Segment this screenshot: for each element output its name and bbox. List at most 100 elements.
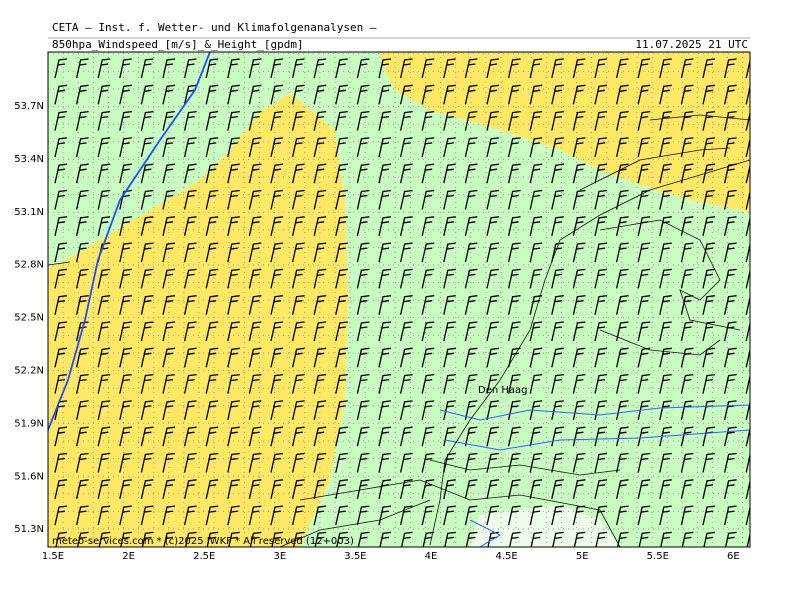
wind-barb [659,373,672,394]
wind-barb [119,110,132,131]
wind-barb [313,84,327,105]
lon-label: 2E [122,551,135,562]
wind-barb [680,110,694,131]
wind-barb [270,268,284,289]
wind-barb [486,137,500,158]
wind-barb [162,242,176,263]
wind-barb [464,268,478,289]
wind-barb [248,268,262,289]
wind-barb [507,84,521,105]
wind-barb [140,137,154,158]
wind-barb [183,242,197,263]
wind-barb [594,295,608,315]
wind-barb [594,479,608,499]
wind-barb [335,110,348,131]
wind-barb [464,479,478,499]
wind-barb [551,268,564,289]
wind-barb [119,216,132,236]
wind-barb [464,84,478,105]
wind-barb [572,84,586,105]
wind-barb [464,505,478,526]
wind-barb [486,216,500,236]
wind-barb [291,84,305,105]
wind-barb [723,373,737,394]
wind-barb [248,84,262,105]
wind-barb [75,347,89,368]
wind-barb [399,242,413,263]
wind-barb [551,84,564,105]
wind-barb [205,110,219,131]
wind-barb [97,58,111,79]
wind-barb [702,268,716,289]
wind-barb [594,137,608,158]
wind-barb [97,321,111,342]
wind-barb [615,505,629,526]
wind-barb [421,295,435,315]
wind-barb [205,268,219,289]
wind-barb [54,163,68,184]
wind-barb [183,400,197,421]
wind-barb [594,373,608,394]
wind-barb [551,400,564,421]
wind-barb [335,137,348,158]
wind-barb [702,58,716,79]
wind-barb [183,110,197,131]
wind-barb [615,110,629,131]
wind-barb [119,189,132,210]
wind-barb [356,321,370,342]
wind-barb [421,426,435,447]
wind-barb [464,426,478,447]
lon-label: 4E [425,551,438,562]
wind-barb [702,137,716,158]
wind-barb [228,531,240,547]
wind-barb [680,216,694,236]
wind-barb [313,242,327,263]
wind-barb [356,426,370,447]
wind-barb [637,84,651,105]
wind-barb [594,216,608,236]
wind-barb [507,242,521,263]
wind-barb [443,110,456,131]
wind-barb [162,163,176,184]
wind-barb [421,84,435,105]
wind-barb [745,296,750,315]
wind-barb [637,479,651,499]
wind-barb [572,452,586,473]
wind-barb [227,110,240,131]
wind-barb [507,347,521,368]
wind-barb [659,216,672,236]
place-label: Den Haag [478,385,528,396]
wind-barb [291,242,305,263]
wind-barb [270,216,284,236]
wind-barb [486,242,500,263]
lon-label: 3E [273,551,286,562]
wind-barb [659,479,672,499]
wind-barb [205,242,219,263]
wind-barb [248,137,262,158]
wind-barb [680,295,694,315]
wind-barb [680,373,694,394]
wind-barb [464,137,478,158]
wind-barb [205,321,219,342]
wind-barb [54,295,68,315]
wind-barb [205,163,219,184]
wind-barb [379,531,392,547]
wind-barb [54,137,68,158]
wind-barb [529,268,543,289]
wind-barb [486,163,500,184]
wind-barb [335,58,348,79]
wind-barb [97,505,111,526]
wind-barb [723,479,737,499]
wind-barb [745,348,750,368]
wind-barb [335,189,348,210]
wind-barb [680,242,694,263]
wind-barb [356,189,370,210]
wind-barb [184,531,197,547]
wind-barb [507,189,521,210]
wind-barb [248,426,262,447]
wind-barb [227,216,240,236]
wind-barb [270,84,284,105]
wind-barb [291,189,305,210]
wind-barb [637,110,651,131]
